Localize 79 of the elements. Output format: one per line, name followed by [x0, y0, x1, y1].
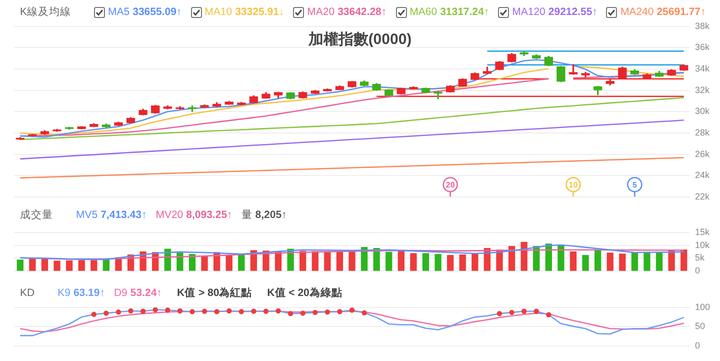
bar: [558, 244, 564, 271]
bar: [447, 254, 454, 271]
y-tick-label: 100: [695, 302, 710, 312]
bar: [582, 254, 589, 271]
candlestick: [409, 86, 418, 90]
text: MA120 29212.55↑: [512, 6, 598, 18]
bar: [398, 250, 404, 271]
text: MV5 7,413.43↑: [76, 209, 147, 221]
y-tick-label: 50: [695, 321, 706, 332]
bar: [312, 251, 318, 271]
candlestick: [200, 104, 209, 108]
bar: [594, 250, 602, 271]
bar: [459, 254, 466, 271]
bar: [434, 254, 442, 271]
bar: [410, 253, 417, 271]
annotation: 20: [446, 180, 456, 190]
bar: [386, 252, 392, 271]
bar: [66, 260, 73, 271]
bar: [606, 252, 614, 271]
bar: [360, 246, 368, 271]
bar: [336, 250, 344, 271]
text: K值 > 80為紅點: [176, 286, 252, 300]
bar: [373, 248, 380, 271]
bar: [78, 260, 85, 271]
text: K值 < 20為綠點: [267, 286, 342, 300]
bar: [102, 260, 110, 271]
y-tick-label: 28k: [695, 128, 710, 138]
bar: [631, 252, 638, 271]
legend-title: 成交量: [20, 208, 53, 222]
annotation: 5: [632, 180, 638, 190]
chart-title: 加權指數(0000): [305, 31, 415, 48]
bar: [619, 254, 626, 271]
candlestick: [568, 64, 578, 75]
y-tick-label: 0: [695, 340, 700, 350]
y-tick-label: 5k: [695, 252, 706, 263]
legend-title: KD: [20, 287, 35, 299]
y-tick-label: 24k: [695, 170, 710, 180]
text: MA10 33325.91↓: [204, 6, 284, 18]
bar: [545, 244, 552, 271]
y-tick-label: 10k: [695, 240, 710, 250]
y-tick-label: 30k: [695, 106, 710, 116]
bar: [508, 246, 516, 271]
text: 量 8,205↑: [241, 208, 287, 222]
legend-title: K線及均線: [20, 5, 72, 19]
series-label: K9 63.19↑: [58, 287, 105, 299]
bar: [176, 252, 184, 271]
text: MA20 33642.28↑: [307, 6, 387, 18]
bar: [238, 254, 245, 271]
y-tick-label: 22k: [695, 191, 710, 202]
y-tick-label: 34k: [695, 64, 710, 74]
bar: [656, 252, 663, 271]
bar: [54, 260, 60, 271]
text: MA60 31317.24↑: [410, 6, 490, 18]
y-tick-label: 32k: [695, 84, 710, 95]
bar: [472, 254, 478, 271]
bar: [644, 252, 650, 271]
bar: [348, 250, 356, 271]
bar: [422, 253, 430, 271]
text: MV20 8,093.25↑: [156, 209, 232, 221]
series-label: D9 53.24↑: [114, 287, 162, 299]
bar: [300, 250, 306, 271]
bar: [16, 260, 24, 271]
y-tick-label: 15k: [695, 226, 710, 237]
bar: [188, 254, 196, 271]
bar: [324, 252, 331, 271]
bar: [570, 251, 577, 271]
bar: [90, 260, 98, 271]
y-tick-label: 26k: [695, 148, 710, 159]
y-tick-label: 36k: [695, 42, 710, 52]
text: MA5 33655.09↑: [108, 6, 182, 18]
text: MA240 25691.77↑: [620, 6, 706, 18]
bar: [680, 250, 688, 271]
bar: [226, 254, 232, 271]
bar: [41, 258, 48, 271]
y-tick-label: 0: [695, 265, 700, 276]
annotation: 10: [568, 180, 578, 190]
candlestick: [482, 66, 492, 74]
bar: [201, 256, 208, 271]
y-tick-label: 38k: [695, 20, 710, 31]
